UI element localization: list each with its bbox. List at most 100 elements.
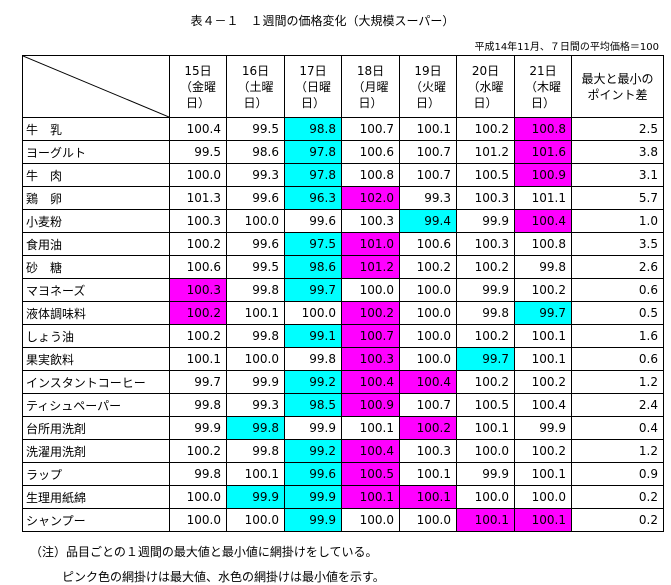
title: 表４－１ １週間の価格変化（大規模スーパー） [190,14,455,28]
cell: 100.2 [169,301,227,325]
cell: 99.8 [226,278,285,302]
header-line: 最大と最小の [581,71,654,86]
row-label: ティシュペーパー [22,393,170,417]
row-label: シャンプー [22,508,170,532]
row-label: マヨネーズ [22,278,170,302]
row: 生理用紙綿 100.0 99.9 99.9 100.1 100.1 100.0 100.0 0.… [22,485,664,509]
cell: 0.4 [571,416,664,440]
column-header: 20日 （水曜日） [456,55,515,118]
cell: 99.9 [169,416,227,440]
header-line: 20日 [471,63,500,78]
cell: 2.6 [571,255,664,279]
cell: 99.8 [226,324,285,348]
cell: 99.7 [514,301,572,325]
cell: 99.9 [456,462,515,486]
row-label: 砂 糖 [22,255,170,279]
row: 牛 肉 100.0 99.3 97.8 100.8 100.7 100.5 100.9 3.1 [22,163,664,187]
header-line: （月曜日） [352,79,389,110]
header-line: 18日 [356,63,385,78]
cell: 99.9 [514,416,572,440]
cell: 100.7 [341,117,400,141]
row-label: 果実飲料 [22,347,170,371]
header-line: 21日 [529,63,557,78]
header-line: 17日 [299,63,327,78]
cell: 100.2 [169,232,227,256]
cell: 99.3 [226,163,285,187]
cell: 100.3 [169,209,227,233]
cell: 100.5 [341,462,400,486]
cell: 100.1 [456,416,515,440]
cell: 100.5 [456,163,515,187]
cell: 99.4 [399,209,457,233]
cell: 99.7 [456,347,515,371]
cell: 100.7 [399,140,457,164]
cell: 100.2 [169,439,227,463]
row: 洗濯用洗剤 100.2 99.8 99.2 100.4 100.3 100.0 100.2 1.… [22,439,664,463]
cell: 100.1 [169,347,227,371]
header-line: ポイント差 [587,87,648,102]
cell: 98.5 [284,393,342,417]
cell: 100.1 [456,508,515,532]
cell: 1.0 [571,209,664,233]
cell: 100.0 [169,485,227,509]
cell: 100.0 [169,508,227,532]
row: 牛 乳 100.4 99.5 98.8 100.7 100.1 100.2 100.8 2.5 [22,117,664,141]
row: 鶏 卵 101.3 99.6 96.3 102.0 99.3 100.3 101.1 5.7 [22,186,664,210]
cell: 100.7 [399,163,457,187]
table-body: 牛 乳 100.4 99.5 98.8 100.7 100.1 100.2 100.8 2.5 ヨ… [22,117,664,532]
cell: 99.3 [226,393,285,417]
cell: 100.0 [226,209,285,233]
cell: 1.6 [571,324,664,348]
cell: 99.9 [284,485,342,509]
header-line: （火曜日） [409,79,446,110]
row-label: インスタントコーヒー [22,370,170,394]
cell: 100.0 [456,439,515,463]
cell: 100.4 [514,393,572,417]
cell: 99.9 [456,209,515,233]
cell: 99.6 [226,186,285,210]
cell: 99.8 [284,347,342,371]
cell: 98.8 [284,117,342,141]
cell: 100.0 [514,485,572,509]
cell: 100.1 [226,462,285,486]
row-label: 生理用紙綿 [22,485,170,509]
cell: 100.2 [456,117,515,141]
cell: 1.2 [571,370,664,394]
cell: 3.1 [571,163,664,187]
cell: 101.1 [514,186,572,210]
row: ティシュペーパー 99.8 99.3 98.5 100.9 100.7 100.5 100.4… [22,393,664,417]
row: 砂 糖 100.6 99.5 98.6 101.2 100.2 100.2 99.8 2.6 [22,255,664,279]
cell: 100.4 [341,439,400,463]
cell: 100.0 [456,485,515,509]
cell: 100.1 [514,324,572,348]
cell: 100.2 [399,255,457,279]
cell: 100.0 [284,301,342,325]
cell: 99.9 [284,508,342,532]
note: （注）品目ごとの１週間の最大値と最小値に網掛けをしている。 [30,545,378,559]
cell: 99.2 [284,439,342,463]
cell: 100.2 [514,370,572,394]
cell: 99.8 [226,416,285,440]
cell: 3.5 [571,232,664,256]
row: 果実飲料 100.1 100.0 99.8 100.3 100.0 99.7 100.1 0.6 [22,347,664,371]
cell: 100.0 [399,347,457,371]
cell: 3.8 [571,140,664,164]
cell: 100.0 [341,278,400,302]
column-header: 16日 （土曜日） [226,55,285,118]
row-label: 洗濯用洗剤 [22,439,170,463]
cell: 100.4 [341,370,400,394]
cell: 100.8 [341,163,400,187]
cell: 100.6 [399,232,457,256]
cell: 100.2 [169,324,227,348]
column-header: 19日 （火曜日） [399,55,457,118]
cell: 100.2 [456,370,515,394]
cell: 100.1 [341,416,400,440]
cell: 100.3 [456,186,515,210]
cell: 100.1 [341,485,400,509]
header-line: 15日 [184,63,212,78]
note: ピンク色の網掛けは最大値、水色の網掛けは最小値を示す。 [62,570,385,584]
cell: 0.6 [571,278,664,302]
cell: 99.6 [226,232,285,256]
cell: 0.2 [571,508,664,532]
cell: 5.7 [571,186,664,210]
